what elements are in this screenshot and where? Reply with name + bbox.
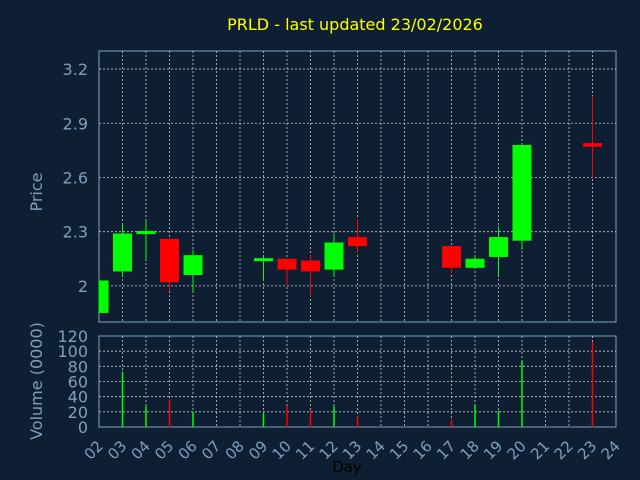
- price-tick-label: 3.2: [63, 60, 88, 79]
- volume-bar-05: [168, 399, 171, 427]
- volume-bar-23: [591, 342, 594, 427]
- candle-body: [512, 144, 532, 241]
- volume-tick-label: 0: [78, 418, 88, 437]
- volume-bar-04: [145, 406, 147, 427]
- candle-12: [324, 233, 344, 277]
- candle-04: [136, 220, 156, 259]
- candle-10: [277, 258, 297, 286]
- candle-body: [136, 231, 156, 235]
- volume-bars: [121, 342, 594, 427]
- candle-03: [113, 224, 132, 277]
- price-tick-label: 2.9: [63, 114, 88, 133]
- x-axis-label: Day: [332, 458, 362, 476]
- candle-body: [113, 233, 132, 272]
- candle-body: [583, 143, 602, 147]
- candle-body: [99, 280, 109, 313]
- candle-body: [348, 237, 367, 247]
- price-axis-label: Price: [27, 172, 46, 211]
- candle-13: [348, 219, 367, 254]
- candle-body: [277, 258, 297, 270]
- volume-bar-13: [356, 416, 359, 427]
- price-y-ticks: 3.2 2.9 2.6 2.3 2: [63, 60, 88, 296]
- candle-06: [183, 249, 203, 292]
- candle-body: [489, 237, 508, 257]
- price-tick-label: 2.3: [63, 223, 88, 242]
- candle-body: [254, 258, 273, 262]
- candles: [98, 96, 602, 313]
- candle-body: [183, 255, 203, 276]
- volume-bar-19: [497, 411, 500, 427]
- price-tick-label: 2: [78, 277, 88, 296]
- volume-bar-10: [286, 406, 288, 427]
- volume-tick-label: 60: [68, 373, 88, 392]
- candle-body: [442, 246, 461, 268]
- volume-bar-09: [262, 413, 265, 427]
- candle-19: [489, 226, 508, 276]
- candle-09: [254, 255, 273, 281]
- volume-tick-label: 120: [57, 327, 88, 346]
- candle-20: [512, 144, 532, 250]
- candle-18: [465, 255, 485, 268]
- volume-tick-label: 80: [68, 357, 88, 376]
- candle-02: [98, 280, 109, 313]
- price-panel: 3.2 2.9 2.6 2.3 2 Price: [27, 50, 617, 323]
- volume-bar-03: [121, 371, 124, 427]
- volume-bar-11: [309, 410, 312, 427]
- price-tick-label: 2.6: [63, 168, 88, 187]
- volume-bar-18: [474, 405, 476, 427]
- candle-05: [160, 238, 179, 292]
- volume-bar-12: [333, 406, 335, 427]
- chart-title: PRLD - last updated 23/02/2026: [227, 15, 483, 34]
- candle-body: [465, 258, 485, 268]
- volume-bar-06: [192, 411, 194, 427]
- volume-bar-20: [521, 361, 523, 427]
- candle-body: [160, 238, 179, 283]
- volume-tick-label: 100: [57, 342, 88, 361]
- candle-17: [442, 246, 461, 274]
- candle-body: [324, 242, 344, 270]
- price-grid: [99, 51, 616, 322]
- volume-tick-label: 40: [68, 388, 88, 407]
- volume-tick-label: 20: [68, 403, 88, 422]
- candle-11: [301, 255, 320, 297]
- volume-bar-17: [450, 419, 453, 427]
- candle-23: [583, 96, 602, 178]
- candle-body: [301, 260, 320, 272]
- volume-axis-label: Volume (0000): [27, 322, 46, 440]
